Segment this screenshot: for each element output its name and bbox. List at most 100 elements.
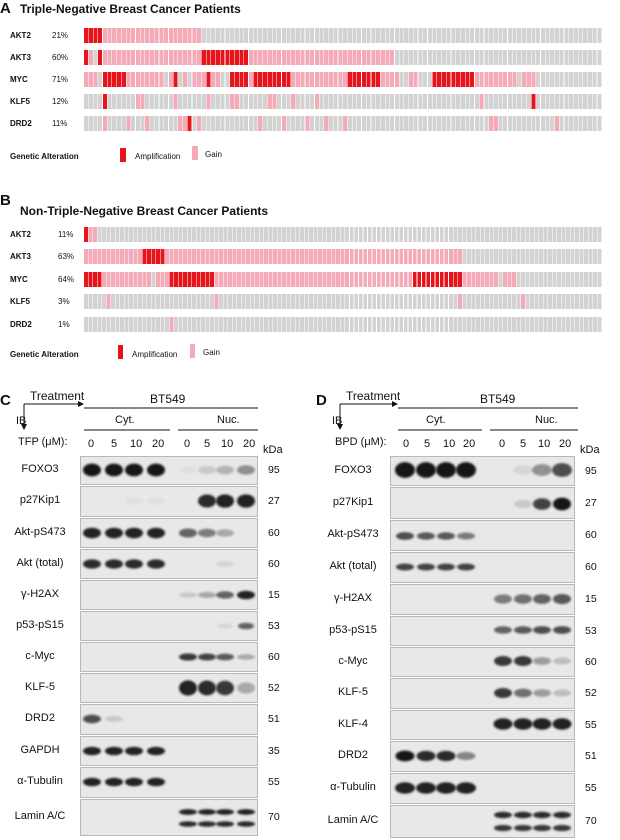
- blot-band: [494, 594, 512, 604]
- blot-band: [533, 824, 551, 832]
- gene-label: KLF5: [10, 297, 30, 306]
- blot-label: DRD2: [25, 712, 55, 724]
- blot-band: [125, 746, 143, 756]
- dose-label: 0: [184, 438, 191, 450]
- blot-band: [105, 746, 123, 756]
- blot-band: [216, 561, 234, 567]
- blot-label: α-Tubulin: [330, 781, 376, 793]
- kda-value: 53: [268, 620, 280, 632]
- blot-band: [514, 594, 532, 604]
- blot-band: [514, 499, 532, 509]
- blot-band: [396, 532, 414, 540]
- blot-band: [494, 687, 512, 699]
- dose-label: 10: [130, 438, 143, 450]
- gene-label: DRD2: [10, 320, 32, 329]
- track-akt2: [84, 227, 602, 242]
- blot-band: [216, 591, 234, 599]
- blot-band: [105, 527, 123, 539]
- blot-band: [514, 811, 532, 819]
- panel-b-letter: B: [0, 192, 11, 209]
- track-klf5: [84, 94, 602, 109]
- dose-label: 5: [204, 438, 211, 450]
- blot-band: [532, 464, 552, 476]
- kda-value: 15: [585, 593, 597, 605]
- blot-label: p27Kip1: [332, 496, 374, 508]
- dose-label: 20: [559, 438, 572, 450]
- drug-dose-label: TFP (μM):: [18, 436, 68, 448]
- blot-band: [494, 824, 512, 832]
- treatment-label: Treatment: [30, 389, 85, 403]
- blot-band: [553, 626, 571, 634]
- blot-band: [125, 559, 143, 569]
- blot-strip: [80, 799, 258, 836]
- kda-value: 60: [585, 561, 597, 573]
- percent-label: 3%: [58, 297, 70, 306]
- blot-band: [147, 463, 165, 477]
- blot-band: [533, 594, 551, 604]
- kda-value: 95: [268, 464, 280, 476]
- blot-band: [216, 465, 234, 475]
- blot-band: [553, 593, 571, 605]
- blot-band: [179, 528, 197, 538]
- blot-band: [456, 462, 476, 478]
- blot-label: KLF-4: [338, 718, 368, 730]
- blot-strip: [390, 552, 575, 583]
- blot-band: [553, 824, 571, 832]
- blot-band: [436, 750, 456, 762]
- blot-band: [417, 532, 435, 540]
- blot-band: [437, 532, 455, 540]
- blot-band: [125, 777, 143, 787]
- panel-b-title: Non-Triple-Negative Breast Cancer Patien…: [20, 204, 269, 218]
- blot-label: p53-pS15: [16, 619, 64, 631]
- blot-label: Lamin A/C: [14, 810, 66, 822]
- blot-band: [457, 532, 475, 540]
- kda-value: 60: [585, 529, 597, 541]
- blot-label: FOXO3: [334, 464, 372, 476]
- blot-band: [105, 777, 123, 787]
- blot-band: [198, 591, 216, 599]
- cell-line-label: BT549: [480, 392, 516, 406]
- kda-value: 60: [585, 656, 597, 668]
- blot-band: [125, 527, 143, 539]
- blot-band: [125, 496, 143, 506]
- kda-value: 52: [268, 682, 280, 694]
- blot-band: [552, 718, 572, 730]
- blot-band: [494, 655, 512, 667]
- blot-band: [237, 821, 255, 827]
- gene-label: AKT3: [10, 252, 31, 261]
- arrow-down-icon: [21, 424, 27, 430]
- blot-label: c-Myc: [338, 655, 368, 667]
- blot-band: [216, 680, 234, 696]
- kda-value: 35: [268, 745, 280, 757]
- panel-c-letter: C: [0, 392, 11, 409]
- gain-swatch: [192, 146, 198, 160]
- blot-band: [216, 529, 234, 537]
- blot-band: [83, 746, 101, 756]
- blot-label: GAPDH: [20, 744, 60, 756]
- blot-band: [198, 528, 216, 538]
- gene-label: MYC: [10, 75, 28, 84]
- dose-label: 10: [538, 438, 551, 450]
- amplification-label: Amplification: [132, 350, 178, 359]
- blot-band: [514, 626, 532, 634]
- dose-label: 0: [403, 438, 410, 450]
- gene-label: AKT2: [10, 31, 31, 40]
- drug-dose-label: BPD (μM):: [335, 436, 387, 448]
- gene-label: AKT3: [10, 53, 31, 62]
- blot-band: [457, 563, 475, 571]
- blot-band: [436, 462, 456, 478]
- blot-band: [533, 498, 551, 510]
- track-myc: [84, 272, 602, 287]
- cytoplasm-label: Cyt.: [426, 414, 446, 426]
- kda-header: kDa: [263, 444, 283, 456]
- kda-value: 15: [268, 589, 280, 601]
- blot-band: [436, 782, 456, 794]
- blot-band: [553, 689, 571, 697]
- amplification-swatch: [118, 345, 123, 359]
- blot-band: [179, 466, 197, 474]
- kda-value: 27: [268, 495, 280, 507]
- blot-band: [198, 809, 216, 815]
- percent-label: 11%: [52, 119, 68, 128]
- blot-band: [416, 462, 436, 478]
- blot-band: [216, 821, 234, 827]
